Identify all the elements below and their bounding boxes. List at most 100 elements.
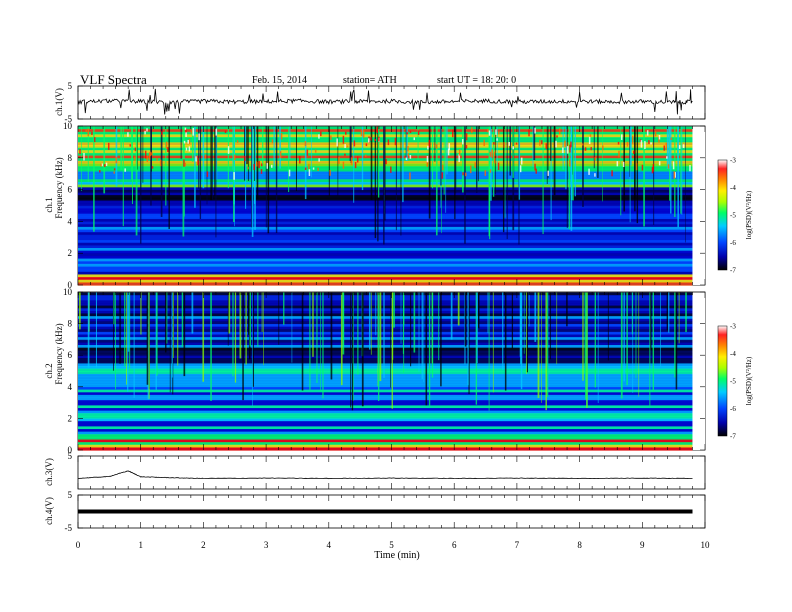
ch1-spectrogram-image-hotspot [622, 161, 625, 168]
ch1-spectrogram-image-hotspot [448, 143, 451, 151]
ch1-spectrogram-image-hotspot [365, 154, 367, 157]
ch1-spectrogram-image-hotspot [83, 152, 85, 161]
ch1-spectrogram-image-band [78, 263, 693, 268]
ch2-spectrogram-image-band [78, 292, 693, 296]
ch2-spectrogram-y-tick-label: 4 [68, 382, 73, 392]
ch2-spectrogram-image-band [78, 408, 693, 412]
ch1-spectrogram-image-hotspot [539, 139, 541, 146]
ch1-spectrogram-image-hotspot [385, 158, 387, 165]
ch2-spectrogram-image-band [78, 295, 693, 299]
ch2-spectrogram-image-band [78, 439, 693, 443]
ch1-spec-ylabel: Frequency (kHz) [54, 157, 64, 218]
ch1-spectrogram-image-band [78, 248, 693, 252]
ch2-spectrogram-image-band [78, 297, 693, 301]
ch1-spectrogram-image-hotspot [581, 143, 584, 146]
ch1-spectrogram-image-hotspot [185, 132, 187, 137]
ch1-spectrogram-image-band [78, 232, 693, 236]
ch1-spectrogram-image-hotspot [462, 172, 464, 176]
ch2-spectrogram-image-band [78, 342, 693, 346]
ch2-spectrogram-image-band [78, 379, 693, 383]
ch1-spectrogram-image-hotspot [156, 158, 158, 161]
ch1-spectrogram-image-hotspot [308, 169, 311, 177]
ch1-spectrogram-image-hotspot [564, 140, 566, 147]
ch1-spectrogram-image-hotspot [469, 165, 472, 174]
ch1-spectrogram-image-hotspot [465, 172, 467, 177]
ch1-spectrogram-image-hotspot [387, 139, 390, 146]
ch1-spectrogram-image-hotspot [618, 150, 620, 158]
ch1-spectrogram-image-hotspot [342, 135, 345, 144]
ch1-spectrogram-image-hotspot [405, 157, 408, 161]
ch1-spectrogram-image-hotspot [101, 163, 103, 167]
ch1-spectrogram-image-hotspot [658, 134, 661, 140]
ch1-spectrogram-image-hotspot [306, 149, 309, 156]
ch1-spectrogram-image-hotspot [650, 142, 652, 145]
ch1-spectrogram-image-hotspot [417, 130, 420, 135]
ch1-spectrogram-image-hotspot [144, 130, 146, 135]
ch1-spectrogram-image-hotspot [260, 169, 263, 174]
ch1-spectrogram-image-hotspot [215, 127, 218, 136]
ch1-spectrogram-image-hotspot [658, 136, 660, 143]
ch1-spectrogram-image-hotspot [528, 129, 530, 137]
ch1-spectrogram-image-hotspot [185, 128, 187, 134]
ch1-spectrogram-image-hotspot [611, 170, 613, 177]
ch1-spectrogram-image-hotspot [260, 163, 263, 167]
ch1-spectrogram-image-hotspot [562, 147, 564, 154]
ch1-spectrogram-image-hotspot [197, 158, 199, 166]
date-label: Feb. 15, 2014 [252, 75, 307, 86]
ch1-spectrogram-image-hotspot [489, 169, 492, 173]
ch1-spectrogram-image-hotspot [342, 161, 345, 169]
ch1-spectrogram-image-hotspot [374, 138, 376, 142]
ch1-spectrogram-image-band [78, 258, 693, 262]
ch1-spectrogram-image-hotspot [667, 164, 670, 169]
ch2-spectrogram-image-band [78, 347, 693, 351]
ch1-spectrogram-image-hotspot [651, 166, 654, 174]
ch1-spectrogram-image-hotspot [236, 140, 239, 143]
ch1-spectrogram-image-hotspot [569, 159, 571, 167]
ch2-spec-channel-label: ch.2 [44, 363, 54, 378]
ch1-spectrogram-image-hotspot [503, 142, 505, 148]
ch1-spectrogram-image-hotspot [493, 142, 495, 145]
ch1-spectrogram-image-hotspot [144, 150, 147, 159]
ch4-waveform-y-tick-label: -5 [65, 523, 73, 533]
ch2-spectrogram-image-band [78, 381, 693, 385]
ch1-spectrogram-image-hotspot [555, 140, 557, 148]
ch1-spectrogram-image-hotspot [354, 161, 357, 169]
ch1-spectrogram-image-hotspot [519, 165, 522, 173]
colorbar-tick-label: -3 [730, 323, 736, 331]
ch1-spectrogram-image-hotspot [330, 135, 332, 140]
ch1-spectrogram-image-hotspot [465, 145, 468, 149]
ch1-spectrogram-image-hotspot [535, 168, 537, 174]
ch2-spectrogram-y-tick-label: 8 [68, 319, 73, 329]
ch1-spectrogram-y-tick-label: 2 [68, 248, 73, 258]
ch1-spectrogram-image-hotspot [190, 130, 193, 134]
ch1-spectrogram-image-hotspot [394, 137, 397, 146]
ch1-spectrogram-image-hotspot [188, 146, 191, 152]
ch1-spectrogram-image-hotspot [594, 173, 596, 177]
ch1-spectrogram-image-band [78, 245, 693, 249]
ch1-spectrogram-image-hotspot [640, 140, 643, 148]
ch1-spectrogram-image-no-data [692, 126, 705, 285]
ch2-spectrogram-image-band [78, 415, 693, 420]
ch1-spectrogram-image-hotspot [91, 131, 93, 136]
ch2-spectrogram-image-band [78, 305, 693, 309]
ch2-spectrogram-image-band [78, 394, 693, 399]
ch1-spectrogram-image-hotspot [409, 130, 412, 133]
ch1-spectrogram-image-hotspot [462, 139, 464, 145]
ch1-spectrogram-image-hotspot [639, 139, 642, 142]
ch1-spectrogram-image-band [78, 218, 693, 223]
ch1-spectrogram-image-hotspot [616, 161, 619, 167]
ch2-spectrogram-image-band [78, 313, 693, 317]
x-tick-label: 7 [515, 540, 520, 550]
ch1-spectrogram-image-hotspot [646, 130, 649, 136]
x-tick-label: 3 [264, 540, 269, 550]
ch2-spectrogram-image-band [78, 329, 693, 333]
ch1-spectrogram-image-hotspot [441, 172, 444, 179]
ch1-spectrogram-image-hotspot [124, 168, 126, 172]
ch1-spectrogram-image-hotspot [508, 141, 511, 146]
ch1-spectrogram-image-hotspot [570, 141, 572, 148]
ch2-spectrogram-image-band [78, 310, 693, 315]
ch1-spectrogram-y-tick-label: 4 [68, 216, 73, 226]
x-tick-label: 4 [327, 540, 332, 550]
ch2-spectrogram-image-band [78, 397, 693, 401]
ch2-spectrogram-image-band [78, 389, 693, 393]
